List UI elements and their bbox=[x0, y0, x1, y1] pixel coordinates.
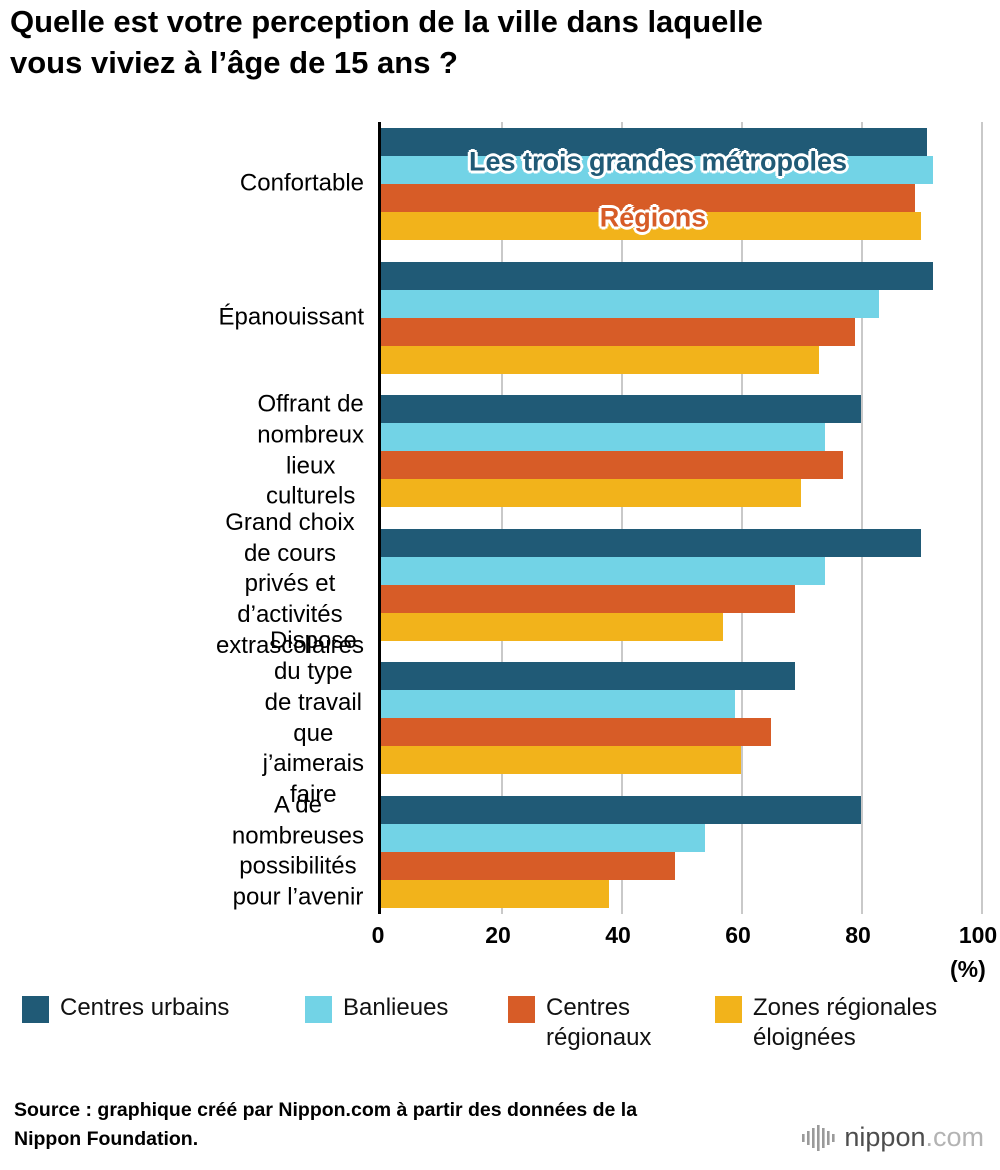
bar bbox=[381, 345, 819, 374]
bar bbox=[381, 423, 825, 452]
bar bbox=[381, 879, 609, 908]
bar-group: A de nombreuses possibilités pour l’aven… bbox=[232, 792, 982, 911]
bar bbox=[381, 184, 915, 212]
bar bbox=[381, 795, 861, 824]
bar bbox=[381, 612, 723, 641]
logo-tld: .com bbox=[925, 1122, 984, 1152]
bar-group: Épanouissant bbox=[219, 261, 982, 374]
soundwave-icon bbox=[802, 1123, 836, 1153]
bar-group: Confortable bbox=[240, 128, 982, 240]
category-label: A de nombreuses possibilités pour l’aven… bbox=[231, 791, 364, 911]
bar bbox=[381, 212, 921, 240]
legend-label: Banlieues bbox=[343, 994, 449, 1021]
legend-item: Banlieues bbox=[305, 993, 508, 1053]
bar bbox=[381, 479, 801, 508]
legend-swatch bbox=[305, 996, 332, 1023]
x-axis: 0 20 40 60 80 100 bbox=[372, 922, 998, 952]
bar bbox=[381, 451, 843, 480]
bar bbox=[381, 584, 795, 613]
source-note: Source : graphique créé par Nippon.com à… bbox=[14, 1099, 638, 1151]
gridline bbox=[501, 122, 503, 914]
bar bbox=[381, 128, 927, 156]
x-axis-unit: (%) bbox=[950, 956, 986, 982]
category-label: Offrant de nombreux lieux culturels bbox=[257, 390, 365, 510]
category-label: Grand choix de cours privés et d’activit… bbox=[215, 508, 364, 659]
bar bbox=[381, 156, 933, 184]
x-tick: 0 bbox=[371, 922, 385, 948]
x-tick: 100 bbox=[958, 922, 998, 948]
legend-swatch bbox=[508, 996, 535, 1023]
annotation-metropoles: Les trois grandes métropoles bbox=[468, 146, 848, 177]
category-label: Épanouissant bbox=[218, 303, 364, 331]
bar bbox=[381, 718, 771, 747]
gridline bbox=[621, 122, 623, 914]
x-tick: 40 bbox=[605, 922, 631, 948]
chart-title: Quelle est votre perception de la ville … bbox=[10, 4, 763, 80]
bar bbox=[381, 317, 855, 346]
bar bbox=[381, 261, 933, 290]
bar-chart: Confortable Épanouissant Offrant de nombre… bbox=[0, 122, 1000, 1002]
bar bbox=[381, 395, 861, 424]
x-tick: 20 bbox=[485, 922, 511, 948]
bar-group: Dispose du type de travail que j’aimerai… bbox=[263, 627, 982, 808]
bar-group: Offrant de nombreux lieux culturels bbox=[257, 391, 982, 510]
legend-label: Centres urbains bbox=[60, 994, 230, 1021]
category-label: Confortable bbox=[239, 169, 364, 197]
bar bbox=[381, 746, 741, 775]
legend-item: Centres régionaux bbox=[508, 993, 715, 1053]
legend: Centres urbains Banlieues Centres régionau… bbox=[22, 993, 937, 1053]
x-tick: 60 bbox=[725, 922, 751, 948]
category-label: Dispose du type de travail que j’aimerai… bbox=[262, 627, 364, 808]
legend-label: Zones régionales éloignées bbox=[753, 994, 938, 1051]
bar bbox=[381, 690, 735, 719]
logo-wordmark: nippon bbox=[844, 1122, 926, 1152]
x-tick: 80 bbox=[845, 922, 871, 948]
bar bbox=[381, 556, 825, 585]
legend-label: Centres régionaux bbox=[546, 994, 652, 1051]
bar-group: Grand choix de cours privés et d’activit… bbox=[216, 509, 982, 659]
legend-item: Centres urbains bbox=[22, 993, 305, 1053]
bar bbox=[381, 823, 705, 852]
plot-area: Confortable Épanouissant Offrant de nombre… bbox=[216, 122, 983, 914]
annotation-regions: Régions bbox=[599, 202, 707, 233]
legend-swatch bbox=[22, 996, 49, 1023]
gridline bbox=[741, 122, 743, 914]
bar bbox=[381, 289, 879, 318]
nippon-logo: nippon .com bbox=[802, 1122, 984, 1153]
legend-item: Zones régionales éloignées bbox=[715, 993, 937, 1053]
gridline bbox=[981, 122, 983, 914]
bar bbox=[381, 851, 675, 880]
legend-swatch bbox=[715, 996, 742, 1023]
gridline bbox=[861, 122, 863, 914]
bar bbox=[381, 662, 795, 691]
bar bbox=[381, 528, 921, 557]
